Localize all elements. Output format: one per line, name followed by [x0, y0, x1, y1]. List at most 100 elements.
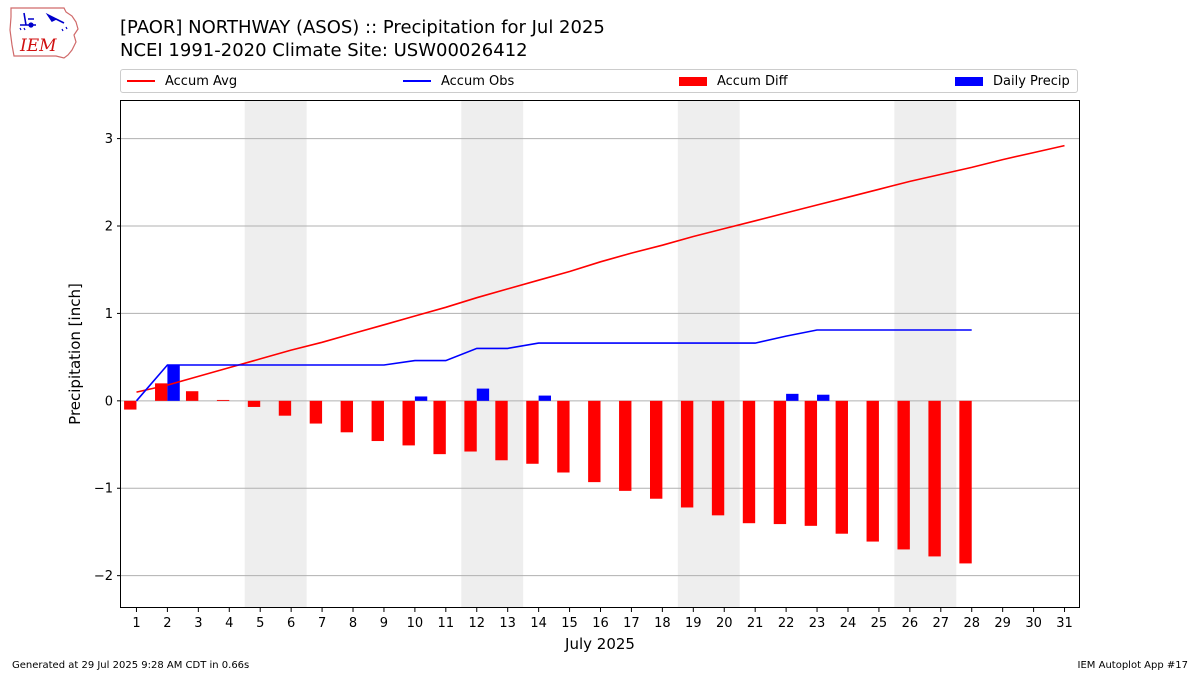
legend-label-daily-precip: Daily Precip — [993, 73, 1070, 89]
weekend-shading — [244, 101, 957, 608]
legend-swatch-accum-obs — [403, 80, 431, 82]
x-tick-label: 6 — [287, 616, 295, 631]
x-tick-label: 27 — [933, 616, 950, 631]
x-tick-label: 16 — [592, 616, 609, 631]
accum-avg-line — [136, 144, 1065, 393]
legend-label-accum-diff: Accum Diff — [717, 73, 788, 89]
daily-precip-bar — [817, 394, 830, 401]
logo-text: IEM — [19, 36, 57, 56]
accum-diff-bar — [464, 400, 477, 452]
y-tick-label: 3 — [105, 132, 113, 147]
x-axis-label: July 2025 — [564, 635, 635, 653]
x-tick-label: 23 — [809, 616, 826, 631]
accum-diff-bar — [278, 400, 292, 416]
accum-diff-bar — [711, 400, 725, 516]
x-tick-label: 14 — [530, 616, 547, 631]
accum-diff-bar — [526, 400, 539, 464]
legend-label-accum-avg: Accum Avg — [165, 73, 238, 89]
accum-diff-bar — [185, 391, 199, 401]
accum-diff-bar — [959, 400, 972, 564]
chart-subtitle: NCEI 1991-2020 Climate Site: USW00026412 — [120, 40, 528, 61]
x-tick-label: 1 — [132, 616, 140, 631]
accum-diff-bar — [247, 400, 261, 407]
x-tick-label: 11 — [438, 616, 455, 631]
accum-obs-line — [135, 329, 972, 402]
x-tick-label: 10 — [407, 616, 424, 631]
chart-legend: Accum Avg Accum Obs Accum Diff Daily Pre… — [120, 69, 1078, 93]
x-tick-label: 20 — [716, 616, 733, 631]
accum-diff-bar — [495, 400, 508, 461]
x-tick-label: 28 — [963, 616, 980, 631]
x-tick-label: 15 — [561, 616, 578, 631]
x-tick-label: 19 — [685, 616, 702, 631]
x-tick-label: 17 — [623, 616, 640, 631]
x-tick-label: 30 — [1025, 616, 1042, 631]
weekend-band-2 — [461, 101, 524, 608]
accum-diff-bar — [773, 400, 787, 525]
legend-label-accum-obs: Accum Obs — [441, 73, 515, 89]
plot-frame — [120, 100, 1080, 608]
x-tick-label: 29 — [994, 616, 1011, 631]
legend-swatch-accum-diff — [679, 76, 707, 86]
x-tick-label: 3 — [194, 616, 202, 631]
x-tick-label: 8 — [349, 616, 357, 631]
weekend-band-3 — [677, 101, 740, 608]
accum-diff-bar — [216, 399, 230, 401]
app-credit: IEM Autoplot App #17 — [1077, 660, 1188, 671]
legend-item-accum-diff: Accum Diff — [679, 70, 788, 92]
daily-precip-bar — [414, 396, 428, 401]
x-tick-label: 25 — [871, 616, 888, 631]
accum-diff-bar — [649, 400, 663, 499]
x-tick-label: 12 — [468, 616, 485, 631]
y-tick-label: 2 — [105, 220, 113, 235]
daily-precip-bar — [786, 393, 799, 401]
y-tick-label: −2 — [94, 569, 113, 584]
accum-diff-bar — [371, 400, 384, 442]
y-axis-label: Precipitation [inch] — [66, 283, 84, 425]
accum-diff-bar — [835, 400, 848, 534]
x-tick-label: 24 — [840, 616, 857, 631]
lines-layer — [135, 144, 1065, 402]
accum-diff-bar — [309, 400, 323, 424]
accum-diff-bar — [619, 400, 632, 491]
accum-diff-bar — [897, 400, 910, 550]
daily-precip-bar — [476, 388, 490, 401]
accum-diff-bar — [680, 400, 694, 508]
x-tick-label: 18 — [654, 616, 671, 631]
accum-diff-bar — [402, 400, 415, 446]
accum-diff-bar — [588, 400, 601, 483]
x-tick-label: 21 — [747, 616, 764, 631]
iem-logo: IEM — [9, 7, 79, 59]
legend-item-daily-precip: Daily Precip — [955, 70, 1070, 92]
x-tick-label: 31 — [1056, 616, 1073, 631]
y-tick-label: −1 — [94, 482, 113, 497]
weather-station-icon — [20, 12, 65, 26]
legend-item-accum-avg: Accum Avg — [127, 70, 237, 92]
bars-layer — [124, 364, 972, 564]
legend-swatch-daily-precip — [955, 76, 983, 86]
accum-diff-bar — [433, 400, 446, 455]
x-tick-label: 22 — [778, 616, 795, 631]
accum-diff-bar — [866, 400, 879, 542]
x-tick-label: 4 — [225, 616, 233, 631]
accum-diff-bar — [804, 400, 818, 526]
daily-precip-bar — [538, 395, 552, 401]
generated-timestamp: Generated at 29 Jul 2025 9:28 AM CDT in … — [12, 660, 250, 671]
rain-gauge-icon — [28, 22, 34, 28]
x-tick-label: 7 — [318, 616, 326, 631]
y-tick-label: 0 — [105, 394, 113, 409]
accum-diff-bar — [742, 400, 756, 524]
legend-swatch-accum-avg — [127, 80, 155, 82]
rain-drops-icon — [19, 26, 68, 32]
iowa-state-outline — [9, 7, 79, 59]
accum-diff-bar — [928, 400, 941, 557]
accum-diff-bar — [557, 400, 570, 473]
chart-title: [PAOR] NORTHWAY (ASOS) :: Precipitation … — [120, 17, 605, 38]
x-tick-label: 5 — [256, 616, 264, 631]
accum-diff-bar — [340, 400, 354, 433]
x-tick-label: 26 — [902, 616, 919, 631]
legend-item-accum-obs: Accum Obs — [403, 70, 514, 92]
y-tick-label: 1 — [105, 307, 113, 322]
